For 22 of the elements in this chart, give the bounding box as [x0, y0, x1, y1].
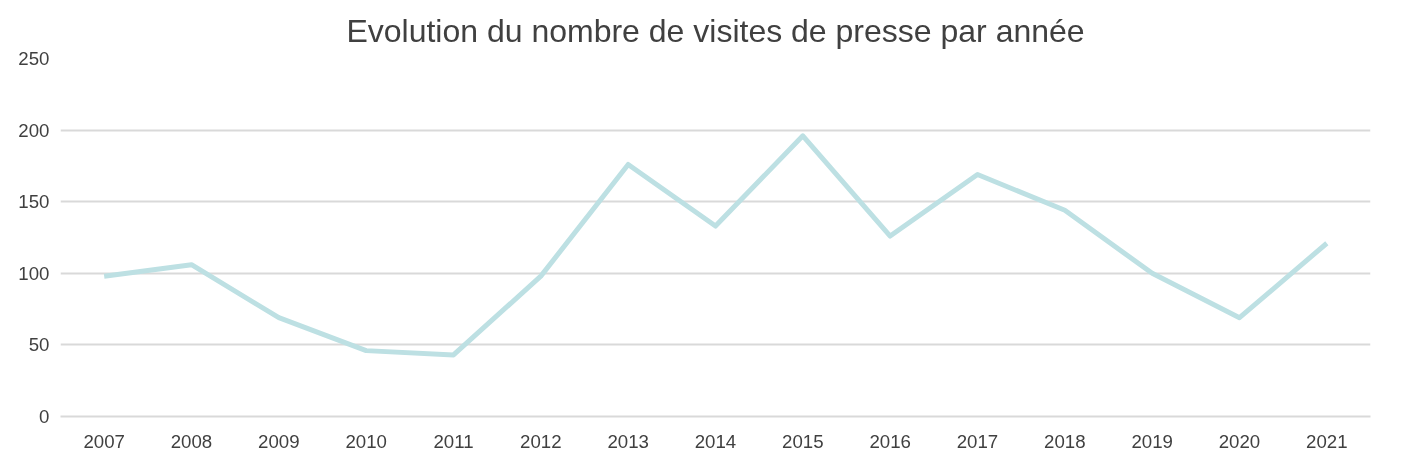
y-tick-label: 100	[18, 262, 50, 284]
y-tick-label: 250	[18, 48, 50, 69]
x-tick-label: 2019	[1131, 430, 1173, 452]
y-tick-label: 0	[39, 406, 50, 427]
chart-title: Evolution du nombre de visites de presse par année	[346, 12, 1085, 49]
x-tick-label: 2020	[1218, 430, 1261, 452]
x-tick-label: 2021	[1306, 430, 1348, 452]
x-tick-label: 2010	[345, 430, 387, 452]
x-tick-label: 2015	[782, 430, 824, 452]
x-tick-label: 2008	[170, 430, 213, 452]
x-tick-label: 2016	[869, 430, 911, 452]
x-tick-label: 2009	[258, 430, 300, 452]
x-tick-label: 2011	[433, 430, 474, 452]
x-tick-label: 2018	[1044, 430, 1086, 452]
x-tick-label: 2013	[607, 430, 649, 452]
x-tick-label: 2012	[520, 430, 562, 452]
x-tick-label: 2007	[83, 430, 125, 452]
y-tick-label: 150	[18, 191, 50, 213]
y-tick-label: 200	[18, 119, 50, 141]
x-tick-label: 2017	[956, 430, 999, 452]
x-tick-label: 2014	[694, 430, 737, 452]
y-tick-label: 50	[28, 334, 50, 356]
